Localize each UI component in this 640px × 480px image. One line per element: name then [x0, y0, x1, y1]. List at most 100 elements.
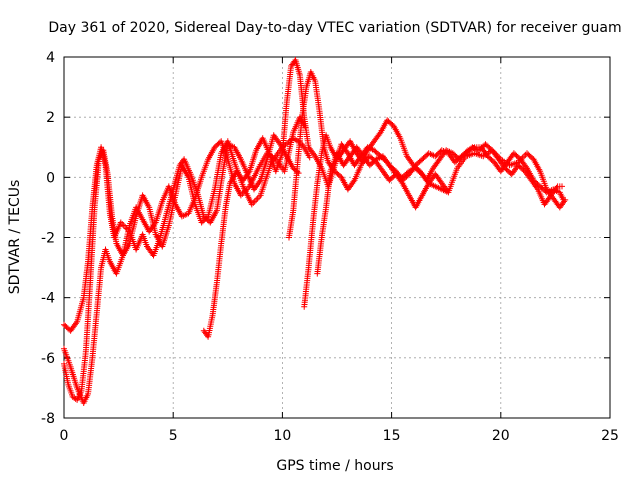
data-point	[340, 154, 352, 169]
data-point	[172, 164, 185, 199]
data-point	[159, 224, 172, 250]
data-point	[224, 138, 237, 164]
data-point	[299, 141, 313, 161]
data-point	[314, 152, 325, 187]
data-point	[419, 171, 431, 185]
y-tick-label: -2	[41, 231, 55, 247]
data-point	[82, 281, 94, 355]
data-point	[497, 160, 510, 175]
data-point	[78, 351, 89, 394]
data-point	[314, 236, 325, 277]
x-tick-label: 15	[383, 428, 401, 444]
data-point	[489, 147, 503, 161]
data-point	[310, 182, 321, 226]
data-point	[425, 180, 437, 189]
data-point	[351, 164, 364, 184]
data-point	[270, 132, 283, 146]
data-point	[257, 161, 274, 199]
data-point	[248, 193, 263, 208]
data-point	[530, 156, 543, 173]
data-point	[218, 138, 231, 161]
x-axis: 0 5 10 15 20 25	[60, 57, 619, 444]
x-tick-label: 10	[273, 428, 291, 444]
data-point	[192, 176, 204, 202]
data-point	[80, 260, 91, 301]
data-point	[462, 150, 476, 160]
y-axis: -8 -6 -4 -2 0 2 4	[41, 50, 610, 427]
series-track-2	[61, 135, 313, 403]
data-point	[465, 145, 476, 154]
series-track-1	[61, 132, 302, 334]
x-tick-label: 20	[492, 428, 510, 444]
grid	[64, 57, 610, 418]
data-point	[554, 183, 565, 190]
data-point	[213, 242, 224, 286]
data-point	[89, 311, 100, 361]
data-point	[556, 189, 567, 203]
data-point	[102, 246, 113, 263]
data-point	[231, 144, 243, 161]
data-point	[524, 150, 536, 162]
data-point	[506, 159, 520, 169]
data-point	[471, 144, 482, 151]
data-point	[185, 197, 198, 217]
data-point	[246, 167, 261, 190]
data-point	[259, 135, 272, 155]
data-point	[331, 168, 344, 180]
series-track-7	[314, 144, 567, 277]
data-point	[399, 172, 411, 184]
data-point	[438, 147, 450, 156]
data-point	[133, 204, 145, 221]
data-point	[305, 221, 316, 271]
data-point	[205, 188, 218, 220]
data-point	[172, 201, 184, 218]
data-point	[430, 157, 442, 172]
data-point	[471, 150, 485, 159]
data-point	[379, 153, 392, 167]
data-point	[209, 281, 220, 319]
series-track-4	[200, 57, 451, 340]
x-axis-label: GPS time / hours	[276, 458, 393, 474]
data-point	[113, 254, 126, 277]
data-point	[543, 187, 555, 196]
data-point	[69, 393, 79, 402]
data-point	[67, 320, 79, 334]
data-point	[397, 135, 410, 158]
y-tick-label: -4	[41, 291, 55, 307]
data-point	[371, 130, 383, 145]
y-tick-label: 4	[46, 50, 55, 66]
data-point	[85, 357, 96, 397]
data-point	[218, 206, 229, 247]
data-point	[530, 177, 542, 189]
data-point	[312, 78, 323, 112]
data-point	[120, 224, 133, 259]
data-point	[213, 167, 227, 214]
data-point	[344, 178, 357, 193]
data-point	[251, 178, 263, 193]
data-point	[198, 214, 210, 226]
data-point	[307, 69, 318, 83]
data-point	[257, 158, 270, 184]
data-point	[91, 158, 102, 211]
data-point	[550, 186, 562, 195]
data-point	[61, 360, 71, 386]
data-point	[323, 170, 334, 211]
data-point	[445, 167, 460, 196]
data-point	[412, 157, 424, 169]
data-point	[353, 144, 366, 158]
x-tick-label: 25	[601, 428, 619, 444]
data-point	[364, 139, 376, 154]
data-point	[165, 183, 178, 206]
data-point	[178, 211, 190, 220]
data-point	[451, 154, 464, 166]
x-tick-label: 0	[60, 428, 69, 444]
data-point	[290, 161, 301, 214]
data-point	[222, 182, 233, 211]
data-point	[524, 165, 536, 182]
data-point	[432, 183, 444, 192]
data-point	[211, 152, 224, 193]
data-point	[146, 221, 158, 235]
data-point	[246, 149, 259, 175]
data-point	[100, 147, 111, 176]
